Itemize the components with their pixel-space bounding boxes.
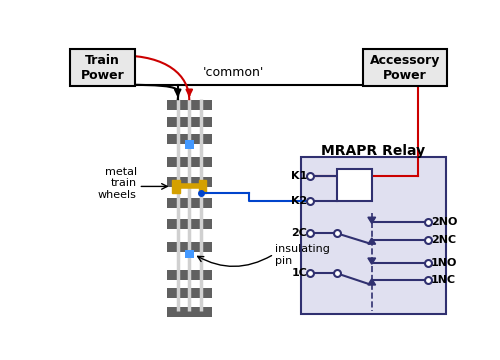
Bar bbox=[198, 180, 206, 193]
Text: K1: K1 bbox=[291, 171, 307, 181]
Bar bbox=[167, 117, 212, 127]
Polygon shape bbox=[368, 217, 376, 223]
Text: K2: K2 bbox=[291, 196, 307, 206]
Polygon shape bbox=[368, 258, 376, 264]
Text: 1NC: 1NC bbox=[431, 275, 456, 285]
Bar bbox=[167, 242, 212, 252]
Polygon shape bbox=[368, 279, 376, 285]
Bar bbox=[167, 134, 212, 144]
Bar bbox=[301, 157, 446, 314]
Bar bbox=[167, 307, 212, 316]
Bar bbox=[167, 100, 212, 110]
Bar bbox=[184, 140, 194, 149]
Text: metal
train
wheels: metal train wheels bbox=[98, 167, 137, 200]
Text: Train
Power: Train Power bbox=[80, 54, 124, 82]
Bar bbox=[167, 157, 212, 167]
Bar bbox=[167, 288, 212, 298]
Text: MRAPR Relay: MRAPR Relay bbox=[321, 144, 426, 158]
Text: 1C: 1C bbox=[291, 269, 307, 278]
Bar bbox=[337, 169, 372, 201]
Polygon shape bbox=[368, 238, 376, 244]
Text: 1NO: 1NO bbox=[431, 258, 458, 267]
Text: 2NO: 2NO bbox=[431, 217, 458, 227]
Text: 'common': 'common' bbox=[202, 66, 264, 78]
Text: 2C: 2C bbox=[291, 228, 307, 238]
Text: Accessory
Power: Accessory Power bbox=[370, 54, 440, 82]
Text: insulating
pin: insulating pin bbox=[276, 244, 330, 266]
Bar bbox=[70, 49, 134, 86]
Bar bbox=[167, 219, 212, 229]
Bar bbox=[362, 49, 447, 86]
Bar bbox=[167, 270, 212, 280]
Bar bbox=[172, 180, 180, 193]
Bar bbox=[167, 177, 212, 187]
Bar bbox=[167, 198, 212, 208]
Bar bbox=[184, 249, 194, 258]
Text: 2NC: 2NC bbox=[431, 235, 456, 244]
